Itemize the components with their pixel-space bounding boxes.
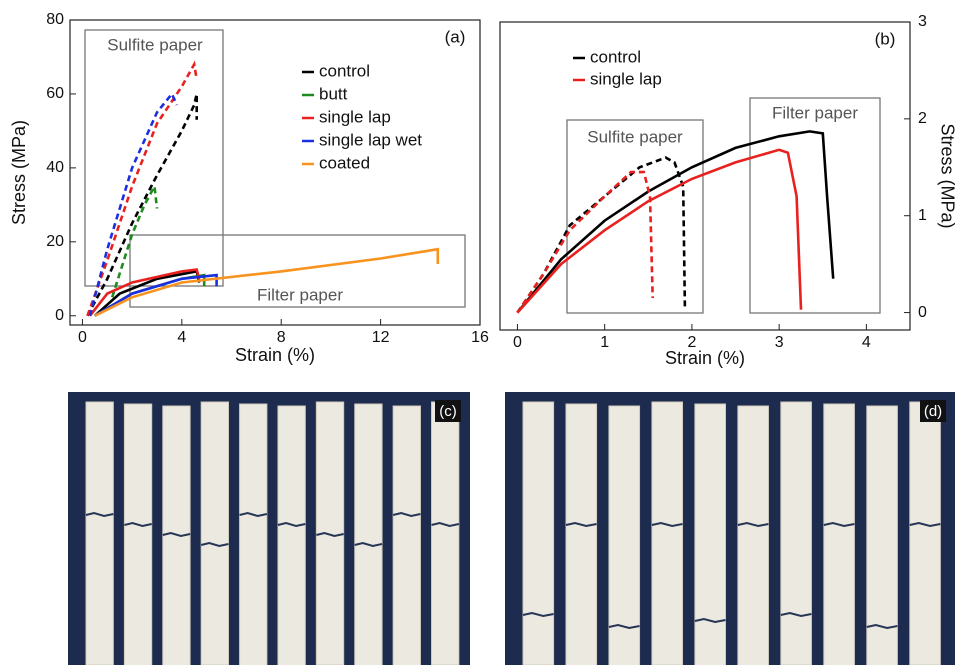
legend-label: control — [319, 61, 370, 80]
paper-strip — [162, 405, 191, 670]
paper-strip — [565, 403, 598, 668]
annotation: Sulfite paper — [107, 35, 203, 54]
x-tick-label: 12 — [372, 329, 390, 346]
y-axis-label: Stress (MPa) — [937, 123, 957, 228]
tear — [909, 521, 941, 528]
photo-label: (c) — [439, 403, 457, 420]
paper-strip — [85, 401, 114, 666]
annotation: Filter paper — [772, 103, 858, 122]
data-line — [86, 60, 198, 317]
plot-frame — [69, 19, 481, 326]
tear — [737, 521, 769, 528]
x-tick-label: 4 — [177, 329, 186, 346]
paper-strip — [694, 403, 727, 668]
tear — [866, 623, 898, 630]
legend-label: single lap wet — [319, 130, 422, 149]
data-line — [88, 268, 201, 317]
tear — [85, 511, 114, 518]
x-tick-label: 2 — [687, 334, 696, 351]
x-tick-label: 8 — [277, 329, 286, 346]
annotation: Filter paper — [257, 285, 343, 304]
legend-label: butt — [319, 84, 348, 103]
paper-strip — [651, 401, 684, 666]
paper-strip — [354, 403, 383, 668]
y-tick-label: 3 — [918, 13, 927, 30]
y-tick-label: 20 — [46, 233, 64, 250]
tear — [522, 611, 554, 618]
photo: (d) — [505, 392, 955, 670]
legend-label: coated — [319, 153, 370, 172]
data-line — [516, 148, 803, 314]
paper-strip — [392, 405, 421, 670]
tear — [354, 541, 383, 548]
x-tick-label: 0 — [513, 334, 522, 351]
tear — [608, 623, 640, 630]
panel-label: (b) — [875, 29, 896, 48]
paper-strip — [780, 401, 812, 666]
data-line — [516, 170, 654, 314]
paper-strip — [522, 401, 555, 666]
region-box — [749, 97, 881, 314]
photo: (c) — [68, 392, 470, 670]
region-box — [84, 29, 224, 287]
annotation: Sulfite paper — [587, 127, 683, 146]
photo-label-bg — [920, 400, 946, 422]
plot-frame — [499, 21, 911, 331]
x-tick-label: 3 — [775, 334, 784, 351]
y-tick-label: 2 — [918, 110, 927, 127]
tear — [392, 511, 421, 518]
legend-label: single lap — [590, 69, 662, 88]
paper-strip — [123, 403, 153, 668]
tear — [823, 521, 855, 528]
tear — [431, 521, 460, 528]
tear — [162, 531, 191, 538]
data-line — [88, 91, 178, 317]
panel-label: (a) — [445, 27, 466, 46]
y-axis-label: Stress (MPa) — [9, 120, 29, 225]
paper-strip — [239, 403, 268, 668]
tear — [239, 511, 268, 518]
x-axis-label: Strain (%) — [235, 345, 315, 365]
y-tick-label: 60 — [46, 85, 64, 102]
tear — [316, 531, 344, 538]
x-tick-label: 4 — [862, 334, 871, 351]
x-tick-label: 0 — [78, 329, 87, 346]
y-tick-label: 40 — [46, 159, 64, 176]
tear — [124, 521, 152, 528]
paper-strip — [737, 405, 769, 670]
photo-label: (d) — [924, 403, 942, 420]
paper-strip — [200, 401, 230, 666]
data-line — [516, 130, 835, 314]
photo-label-bg — [435, 400, 461, 422]
tear — [277, 521, 306, 528]
region-box — [566, 119, 704, 314]
x-tick-label: 1 — [600, 334, 609, 351]
y-tick-label: 0 — [918, 304, 927, 321]
paper-strip — [277, 405, 306, 670]
y-tick-label: 0 — [55, 307, 64, 324]
legend-label: single lap — [319, 107, 391, 126]
paper-strip — [823, 403, 855, 668]
data-line — [516, 156, 687, 314]
tear — [694, 617, 726, 624]
tear — [651, 521, 683, 528]
x-tick-label: 16 — [471, 329, 489, 346]
data-line — [110, 182, 159, 298]
paper-strip — [431, 401, 460, 666]
region-box — [129, 234, 466, 308]
x-axis-label: Strain (%) — [665, 348, 745, 368]
tear — [780, 611, 812, 618]
tear — [200, 541, 229, 548]
data-line — [94, 247, 440, 317]
tear — [565, 521, 597, 528]
y-tick-label: 1 — [918, 207, 927, 224]
legend-label: control — [590, 47, 641, 66]
paper-strip — [909, 401, 941, 666]
y-tick-label: 80 — [46, 11, 64, 28]
data-line — [86, 93, 198, 317]
